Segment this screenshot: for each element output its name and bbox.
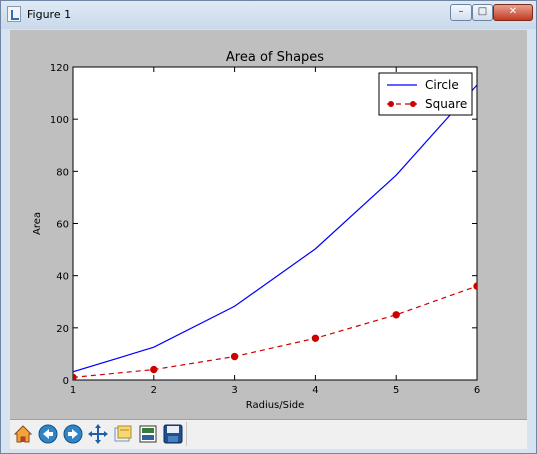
data-point-square (392, 311, 400, 319)
subplots-button[interactable] (137, 423, 159, 445)
back-button[interactable] (37, 423, 59, 445)
x-tick-label: 1 (70, 385, 76, 396)
x-tick-label: 6 (474, 385, 480, 396)
save-icon (163, 424, 183, 444)
toolbar-separator (186, 422, 187, 446)
y-tick-label: 40 (56, 272, 69, 283)
series-line-square (73, 285, 477, 378)
line-chart[interactable]: 0 20 40 60 80 100 120 1 2 3 4 5 6 Area of Shapes Radiu… (10, 30, 527, 419)
window-title: Figure 1 (27, 8, 72, 21)
minimize-button[interactable]: – (450, 4, 472, 21)
plot-area (72, 66, 478, 381)
y-tick-label: 20 (56, 324, 69, 335)
data-point-square (311, 334, 320, 342)
data-point-square (473, 282, 477, 290)
close-button[interactable]: ✕ (493, 4, 533, 21)
subplots-icon (139, 425, 157, 443)
pan-icon (88, 424, 108, 444)
legend (378, 72, 473, 116)
y-tick-label: 60 (56, 220, 69, 231)
x-tick-label: 5 (393, 385, 399, 396)
app-icon (7, 6, 21, 22)
chart-title: Area of Shapes (226, 50, 324, 65)
legend-label-square: Square (425, 97, 467, 111)
y-axis-label: Area (32, 212, 43, 235)
save-button[interactable] (162, 423, 184, 445)
pan-button[interactable] (87, 423, 109, 445)
figure-canvas[interactable]: 0 20 40 60 80 100 120 1 2 3 4 5 6 Area of Shapes Radiu… (10, 30, 527, 419)
back-arrow-icon (38, 424, 58, 444)
home-button[interactable] (12, 423, 34, 445)
data-point-square (230, 352, 239, 361)
y-tick-label: 120 (50, 63, 69, 74)
series-line-circle (73, 84, 477, 373)
data-point-square (150, 365, 158, 374)
y-tick-label: 100 (50, 115, 69, 126)
forward-arrow-icon (63, 424, 83, 444)
legend-label-circle: Circle (425, 78, 459, 92)
forward-button[interactable] (62, 423, 84, 445)
legend-marker (410, 101, 416, 107)
y-tick-label: 80 (56, 167, 69, 178)
y-tick-label: 0 (63, 376, 69, 387)
x-tick-label: 2 (151, 385, 157, 396)
x-axis-label: Radius/Side (246, 400, 305, 411)
x-tick-label: 3 (231, 385, 237, 396)
maximize-button[interactable]: □ (472, 4, 493, 21)
title-bar[interactable]: Figure 1 – □ ✕ (1, 1, 536, 29)
x-tick-label: 4 (312, 385, 318, 396)
data-point-square (73, 373, 77, 380)
legend-marker (388, 101, 394, 107)
home-icon (13, 425, 33, 443)
zoom-button[interactable] (112, 423, 134, 445)
navigation-toolbar (10, 419, 527, 449)
zoom-icon (114, 425, 132, 442)
